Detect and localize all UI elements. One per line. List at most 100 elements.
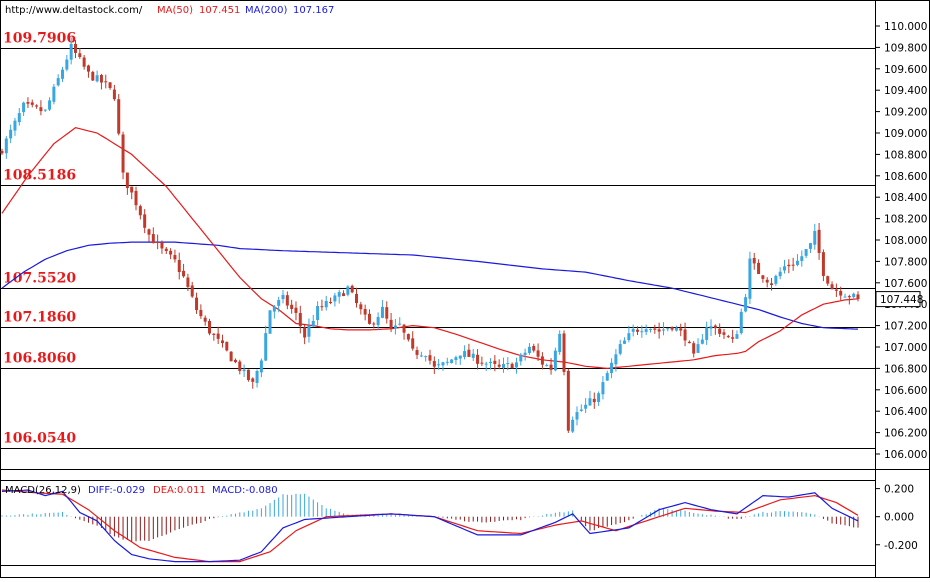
candle-down bbox=[402, 324, 406, 333]
candle-up bbox=[441, 362, 445, 366]
candle-up bbox=[618, 344, 622, 354]
candle-down bbox=[834, 289, 838, 291]
macd-tick-label: 0.000 bbox=[884, 512, 914, 524]
candle-down bbox=[134, 190, 138, 206]
candle-down bbox=[467, 349, 471, 357]
candle-down bbox=[195, 297, 199, 311]
candle-up bbox=[43, 109, 47, 111]
candle-up bbox=[648, 328, 652, 330]
candle-up bbox=[605, 373, 609, 381]
current-price-box bbox=[875, 291, 921, 308]
level-label: 108.5186 bbox=[3, 168, 76, 184]
price-tick-label: 109.000 bbox=[884, 128, 927, 140]
candle-up bbox=[614, 354, 618, 365]
candle-up bbox=[774, 275, 778, 284]
site-url[interactable]: http://www.deltastock.com/ bbox=[5, 5, 143, 16]
candle-up bbox=[575, 412, 579, 420]
candle-up bbox=[424, 356, 428, 358]
candle-down bbox=[329, 302, 333, 304]
candle-down bbox=[355, 293, 359, 304]
candle-up bbox=[627, 333, 631, 341]
candle-up bbox=[523, 352, 527, 355]
candle-down bbox=[164, 248, 168, 251]
price-tick-label: 108.600 bbox=[884, 171, 927, 183]
candle-down bbox=[722, 332, 726, 335]
candle-up bbox=[571, 419, 575, 432]
level-label: 109.7906 bbox=[3, 31, 76, 47]
candle-down bbox=[636, 329, 640, 332]
candle-down bbox=[670, 327, 674, 330]
price-axis-ticks: 110.000 109.800 109.600 109.400 109.200 109.0… bbox=[875, 21, 927, 461]
ma200-value: 107.167 bbox=[293, 5, 334, 16]
candle-down bbox=[411, 338, 415, 349]
candle-up bbox=[56, 78, 60, 86]
candle-down bbox=[497, 364, 501, 367]
candle-down bbox=[532, 345, 536, 351]
candle-down bbox=[839, 290, 843, 296]
candle-up bbox=[506, 363, 510, 365]
candle-down bbox=[117, 99, 121, 134]
candle-down bbox=[177, 259, 181, 273]
candle-down bbox=[757, 262, 761, 275]
candle-down bbox=[285, 295, 289, 306]
candle-up bbox=[579, 409, 583, 411]
macd-diff-line bbox=[1, 489, 859, 563]
candle-up bbox=[52, 86, 56, 102]
candle-up bbox=[800, 256, 804, 262]
candle-down bbox=[752, 258, 756, 264]
ma50-label: MA(50) bbox=[157, 5, 193, 16]
candle-down bbox=[160, 242, 164, 249]
candle-up bbox=[778, 271, 782, 277]
price-tick-label: 106.000 bbox=[884, 449, 927, 461]
level-label: 106.0540 bbox=[3, 431, 76, 447]
candle-down bbox=[791, 264, 795, 266]
candle-up bbox=[709, 326, 713, 329]
candle-down bbox=[342, 293, 346, 296]
candle-down bbox=[476, 354, 480, 364]
candle-up bbox=[307, 325, 311, 337]
candle-down bbox=[203, 317, 207, 322]
candle-down bbox=[35, 105, 39, 107]
candle-up bbox=[795, 260, 799, 265]
candle-up bbox=[376, 317, 380, 326]
candle-down bbox=[566, 370, 570, 431]
candle-up bbox=[588, 398, 592, 406]
candle-up bbox=[48, 100, 52, 110]
candle-up bbox=[22, 102, 26, 113]
candle-down bbox=[826, 276, 830, 284]
candle-down bbox=[320, 306, 324, 308]
candle-up bbox=[255, 371, 259, 384]
candle-up bbox=[65, 59, 69, 70]
candle-up bbox=[437, 364, 441, 366]
candle-down bbox=[86, 65, 90, 72]
price-tick-label: 109.400 bbox=[884, 85, 927, 97]
candle-down bbox=[0, 150, 4, 154]
candle-down bbox=[104, 81, 108, 83]
candle-down bbox=[692, 343, 696, 354]
candle-down bbox=[679, 328, 683, 331]
candle-up bbox=[553, 350, 557, 371]
candle-down bbox=[121, 134, 125, 173]
price-tick-label: 106.600 bbox=[884, 385, 927, 397]
candle-up bbox=[601, 382, 605, 395]
candle-down bbox=[592, 398, 596, 403]
candle-down bbox=[220, 340, 224, 344]
candle-down bbox=[432, 361, 436, 367]
candle-down bbox=[298, 312, 302, 327]
candle-down bbox=[372, 323, 376, 325]
candle-down bbox=[290, 304, 294, 309]
candle-up bbox=[644, 329, 648, 332]
candle-up bbox=[4, 138, 8, 154]
level-label: 107.1860 bbox=[3, 310, 76, 326]
candle-up bbox=[281, 294, 285, 300]
candle-up bbox=[804, 249, 808, 256]
price-tick-label: 106.800 bbox=[884, 363, 927, 375]
candle-down bbox=[190, 285, 194, 297]
candle-up bbox=[458, 355, 462, 359]
candle-up bbox=[610, 362, 614, 374]
candle-down bbox=[713, 325, 717, 329]
candle-up bbox=[640, 331, 644, 333]
candle-up bbox=[501, 363, 505, 368]
candle-down bbox=[238, 361, 242, 371]
